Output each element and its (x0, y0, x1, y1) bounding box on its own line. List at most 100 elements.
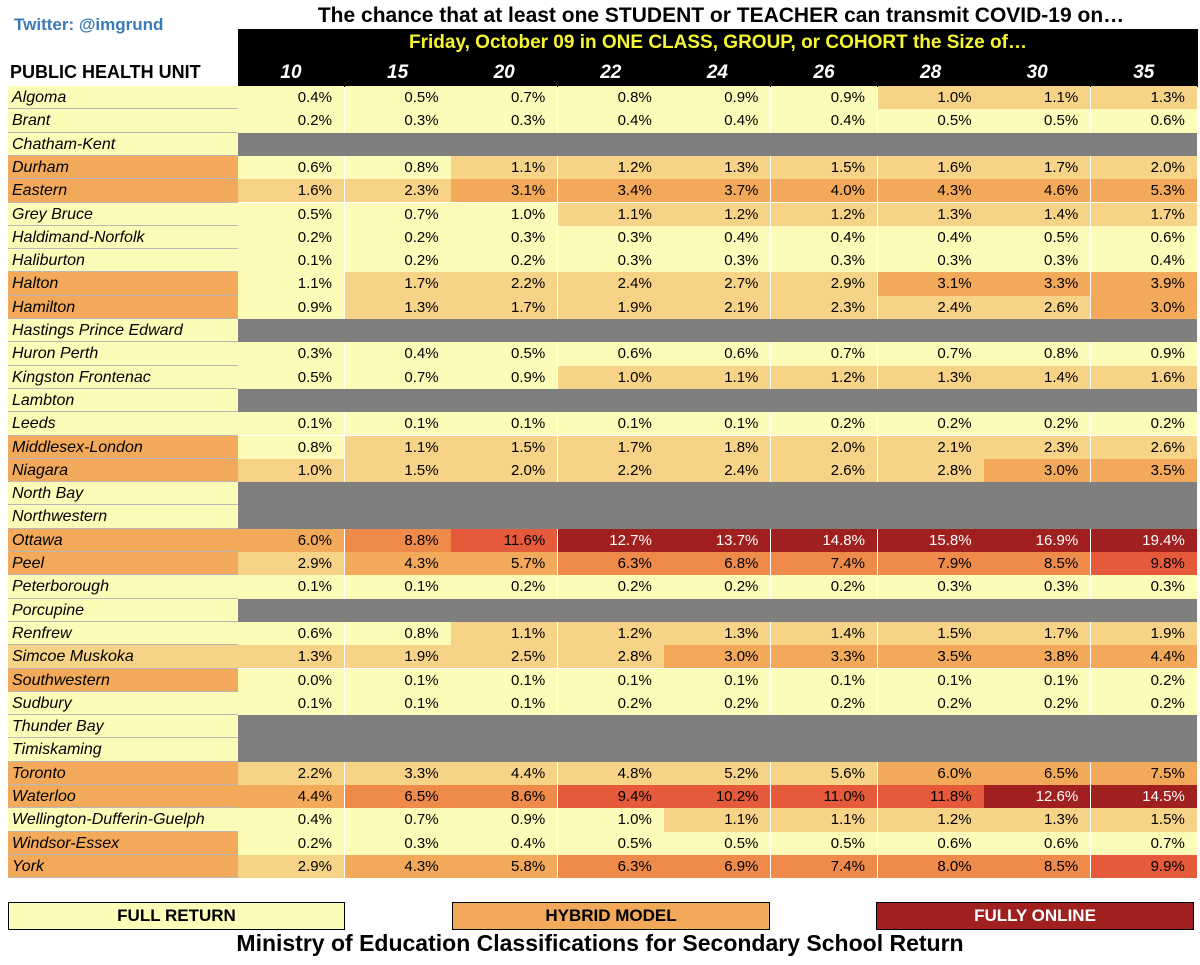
row-divider (8, 877, 238, 879)
row-label: Middlesex-London (8, 435, 238, 459)
data-cell: 8.6% (451, 785, 558, 809)
row-label: Windsor-Essex (8, 831, 238, 855)
data-cell: 3.1% (451, 179, 558, 203)
no-data-band (238, 715, 1198, 739)
data-cell: 3.9% (1090, 272, 1197, 296)
data-cell: 1.4% (984, 202, 1091, 226)
no-data-band (238, 388, 1198, 413)
row-label: Algoma (8, 86, 238, 110)
row-divider (8, 271, 238, 273)
data-cell: 0.3% (557, 249, 664, 273)
data-cell: 1.3% (1090, 86, 1197, 110)
row-divider (8, 620, 238, 622)
data-cell: 7.5% (1090, 761, 1197, 785)
row-divider (8, 294, 238, 296)
data-cell: 1.9% (344, 645, 451, 669)
column-header-35: 35 (1133, 62, 1155, 83)
data-cell: 4.3% (877, 179, 984, 203)
data-cell: 5.7% (451, 552, 558, 576)
data-cell: 1.9% (1090, 621, 1197, 646)
row-divider (8, 224, 238, 226)
row-label: North Bay (8, 482, 238, 506)
data-cell: 0.7% (344, 365, 451, 389)
row-divider (8, 830, 238, 832)
data-cell: 3.5% (877, 645, 984, 669)
data-cell: 0.4% (771, 109, 877, 133)
data-cell: 2.9% (238, 552, 344, 576)
row-label: Eastern (8, 179, 238, 203)
data-cell: 1.3% (877, 365, 984, 389)
column-header-22: 22 (600, 62, 622, 83)
row-divider (8, 108, 238, 110)
row-divider (8, 364, 238, 366)
row-divider (8, 784, 238, 785)
row-divider (8, 853, 238, 855)
data-cell: 0.3% (238, 342, 344, 366)
data-cell: 7.4% (771, 552, 877, 576)
data-cell: 1.3% (877, 202, 984, 226)
data-cell: 6.8% (664, 552, 771, 576)
column-header-20: 20 (493, 62, 515, 83)
row-label: Niagara (8, 458, 238, 483)
no-data-band (238, 482, 1198, 506)
data-cell: 3.3% (344, 761, 451, 785)
data-cell: 0.3% (877, 575, 984, 599)
data-cell: 0.8% (344, 621, 451, 646)
data-cell: 3.8% (984, 645, 1091, 669)
data-cell: 6.0% (238, 528, 344, 552)
data-cell: 2.6% (1090, 435, 1197, 459)
data-cell: 3.3% (771, 645, 877, 669)
data-cell: 0.1% (238, 412, 344, 436)
data-cell: 0.1% (664, 412, 771, 436)
data-cell: 0.2% (557, 691, 664, 716)
data-cell: 0.4% (664, 109, 771, 133)
footer-caption: Ministry of Education Classifications fo… (236, 930, 964, 956)
data-cell: 4.4% (1090, 645, 1197, 669)
no-data-band (238, 132, 1198, 156)
row-label: Southwestern (8, 668, 238, 692)
data-cell: 0.2% (557, 575, 664, 599)
row-divider (8, 154, 238, 156)
row-label: Kingston Frontenac (8, 365, 238, 389)
row-label: Huron Perth (8, 342, 238, 366)
data-cell: 1.3% (238, 645, 344, 669)
data-cell: 4.3% (344, 552, 451, 576)
row-divider (8, 131, 238, 133)
data-cell: 0.2% (771, 575, 877, 599)
data-cell: 3.0% (984, 458, 1091, 483)
data-cell: 0.1% (664, 668, 771, 692)
data-cell: 0.5% (344, 86, 451, 110)
data-cell: 0.2% (1090, 691, 1197, 716)
data-cell: 0.1% (344, 668, 451, 692)
row-label: Brant (8, 109, 238, 133)
data-cell: 2.3% (984, 435, 1091, 459)
data-cell: 0.3% (771, 249, 877, 273)
data-cell: 1.1% (451, 621, 558, 646)
data-cell: 0.2% (984, 691, 1091, 716)
row-label: Lambton (8, 388, 238, 413)
row-divider (8, 387, 238, 389)
data-cell: 2.9% (771, 272, 877, 296)
row-label: Timiskaming (8, 738, 238, 762)
data-cell: 9.4% (557, 785, 664, 809)
row-divider (8, 597, 238, 599)
data-cell: 0.1% (344, 575, 451, 599)
row-divider (8, 714, 238, 716)
data-cell: 0.7% (344, 808, 451, 832)
data-cell: 0.9% (1090, 342, 1197, 366)
data-cell: 3.3% (984, 272, 1091, 296)
row-label: York (8, 854, 238, 879)
data-cell: 0.0% (238, 668, 344, 692)
data-cell: 4.3% (344, 854, 451, 879)
data-cell: 2.2% (238, 761, 344, 785)
data-cell: 1.1% (664, 365, 771, 389)
data-cell: 1.3% (984, 808, 1091, 832)
data-cell: 0.1% (557, 668, 664, 692)
row-label: Hastings Prince Edward (8, 319, 238, 343)
row-label: Thunder Bay (8, 715, 238, 739)
row-divider (8, 551, 238, 552)
row-divider (8, 807, 238, 809)
data-cell: 2.0% (771, 435, 877, 459)
data-cell: 0.3% (1090, 575, 1197, 599)
data-cell: 0.4% (877, 225, 984, 250)
